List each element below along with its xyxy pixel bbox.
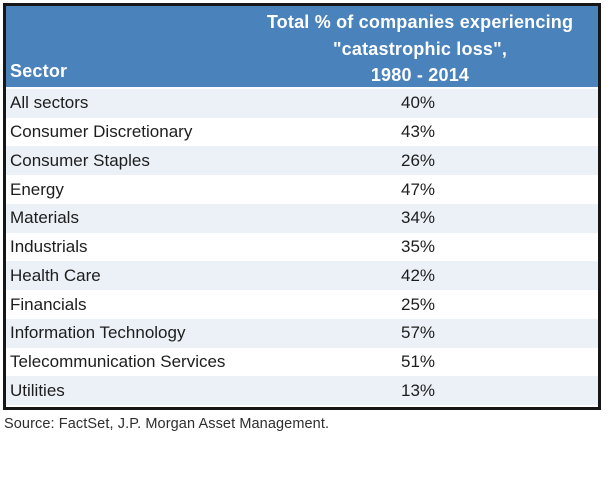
value-header-line-1: Total % of companies experiencing xyxy=(266,12,574,32)
value-header-line-2: "catastrophic loss", xyxy=(332,38,508,59)
value-cell: 13% xyxy=(400,380,436,400)
table-row: Energy 47% xyxy=(6,175,598,204)
value-column-header: Total % of companies experiencing "catas… xyxy=(244,9,596,89)
sector-cell: Financials xyxy=(10,294,87,314)
value-cell: 51% xyxy=(400,351,436,371)
value-cell: 34% xyxy=(400,208,436,228)
value-cell: 43% xyxy=(400,122,436,142)
value-cell: 42% xyxy=(400,265,436,285)
sector-cell: Consumer Discretionary xyxy=(10,122,193,142)
table-row: All sectors 40% xyxy=(6,89,598,118)
value-cell: 57% xyxy=(400,323,436,343)
value-cell: 35% xyxy=(400,237,436,257)
table-row: Utilities 13% xyxy=(6,376,598,406)
table-row: Industrials 35% xyxy=(6,232,598,262)
table-row: Consumer Discretionary 43% xyxy=(6,117,598,147)
table-row: Materials 34% xyxy=(6,203,598,233)
table-header: Total % of companies experiencing "catas… xyxy=(6,6,598,89)
sector-loss-table: Total % of companies experiencing "catas… xyxy=(3,3,601,410)
value-cell: 26% xyxy=(400,150,436,170)
table-row: Telecommunication Services 51% xyxy=(6,347,598,377)
sector-cell: Utilities xyxy=(10,380,65,400)
sector-cell: All sectors xyxy=(10,93,89,113)
value-header-line-3: 1980 - 2014 xyxy=(370,65,470,85)
sector-cell: Consumer Staples xyxy=(10,150,150,170)
table-row: Consumer Staples 26% xyxy=(6,146,598,176)
sector-column-header: Sector xyxy=(10,61,68,81)
table-row: Information Technology 57% xyxy=(6,318,598,348)
table-body: All sectors 40% Consumer Discretionary 4… xyxy=(6,89,598,406)
table-row: Financials 25% xyxy=(6,290,598,319)
value-cell: 25% xyxy=(400,294,436,314)
sector-cell: Health Care xyxy=(10,265,101,285)
sector-cell: Telecommunication Services xyxy=(10,351,226,371)
source-attribution: Source: FactSet, J.P. Morgan Asset Manag… xyxy=(4,416,330,432)
value-cell: 40% xyxy=(400,93,436,113)
sector-cell: Information Technology xyxy=(10,323,186,343)
table-row: Health Care 42% xyxy=(6,261,598,291)
sector-cell: Industrials xyxy=(10,237,88,257)
sector-cell: Energy xyxy=(10,179,64,199)
sector-cell: Materials xyxy=(10,208,79,228)
value-cell: 47% xyxy=(400,179,436,199)
